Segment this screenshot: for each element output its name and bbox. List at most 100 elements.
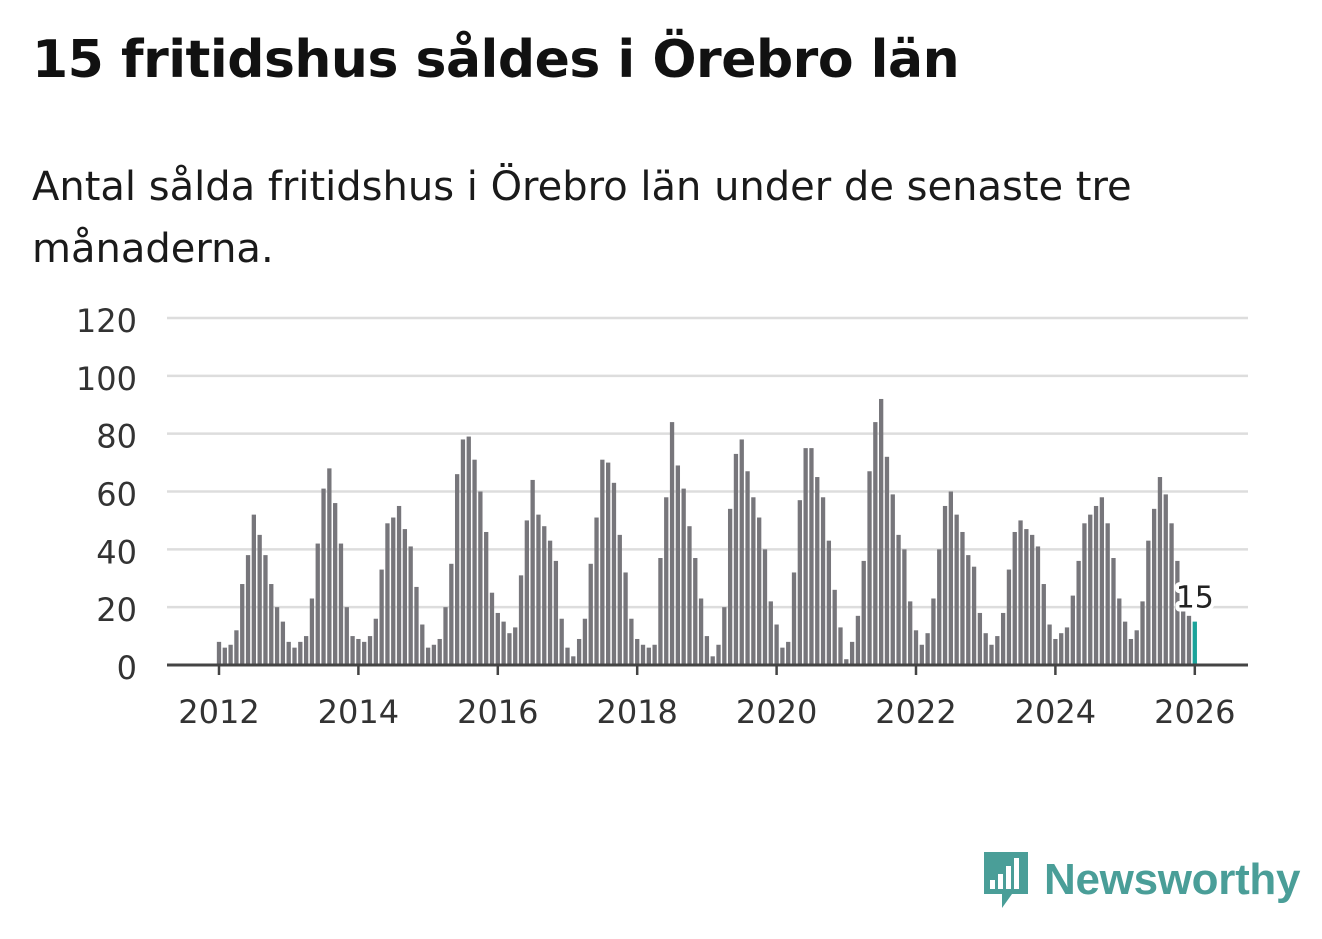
grid-lines (167, 316, 1248, 609)
bar (513, 627, 518, 665)
bar (1006, 569, 1012, 665)
y-tick-label: 100 (76, 360, 137, 398)
bar (1157, 477, 1163, 665)
bar (687, 526, 692, 665)
bar (547, 540, 553, 665)
bar (757, 517, 762, 665)
bar (884, 456, 890, 665)
bar (594, 517, 599, 665)
y-tick-label: 80 (96, 418, 137, 456)
bar (960, 531, 965, 665)
bar (966, 555, 971, 665)
bar (333, 503, 338, 665)
bar (1012, 531, 1017, 665)
bar (559, 618, 564, 665)
bar (646, 647, 651, 665)
x-tick-label: 2020 (736, 693, 817, 731)
bar (768, 601, 773, 665)
bar (925, 633, 930, 665)
y-axis-tick-labels: 0 20 40 60 80 100 120 (76, 302, 137, 687)
bar (1186, 615, 1192, 665)
bar (1018, 520, 1023, 665)
bar (995, 636, 1000, 665)
bar (576, 638, 582, 665)
bar (1082, 523, 1087, 665)
bar (826, 540, 832, 665)
bar (849, 641, 855, 665)
bar (989, 644, 994, 665)
bar (774, 624, 779, 665)
highlight-label-halo: 15 (1176, 581, 1214, 616)
bar (954, 514, 959, 665)
bar (216, 641, 222, 665)
bar (896, 534, 901, 665)
bar (338, 543, 344, 665)
bar (640, 644, 646, 665)
bar (292, 647, 297, 665)
bar (240, 584, 245, 665)
bar (664, 497, 669, 665)
bar (1064, 627, 1070, 665)
bar (344, 607, 349, 665)
bar (269, 584, 274, 665)
bar (280, 621, 286, 665)
bar (722, 607, 727, 665)
bar (1140, 601, 1145, 665)
bar (1088, 514, 1093, 665)
bar (879, 398, 884, 665)
bar (652, 644, 657, 665)
y-tick-label: 120 (76, 302, 137, 340)
x-tick-label: 2022 (875, 693, 956, 731)
bar (733, 453, 739, 665)
bar (1024, 529, 1029, 665)
bar (234, 630, 239, 665)
bar (385, 523, 390, 665)
bar (303, 636, 309, 665)
bar (751, 497, 756, 665)
bar (1122, 621, 1128, 665)
x-tick-label: 2014 (318, 693, 399, 731)
bar (1151, 508, 1157, 665)
bar (571, 656, 576, 665)
bar (588, 563, 593, 665)
bar (873, 422, 878, 665)
bar (373, 618, 378, 665)
bar (698, 598, 704, 665)
bar (437, 638, 442, 665)
bar (815, 477, 820, 665)
bar (739, 439, 744, 665)
bar (489, 592, 495, 665)
bar (855, 615, 861, 665)
bar (472, 459, 477, 665)
bar (553, 560, 559, 665)
bar (1047, 624, 1052, 665)
bar (327, 468, 332, 665)
bar (1035, 546, 1041, 665)
bar (971, 566, 977, 665)
x-tick-label: 2024 (1015, 693, 1096, 731)
bar (716, 644, 721, 665)
bar (1093, 505, 1099, 665)
x-tick-label: 2012 (178, 693, 259, 731)
bar (600, 459, 605, 665)
bar (617, 534, 622, 665)
bar (791, 572, 797, 665)
bar (861, 560, 866, 665)
bar (501, 621, 506, 665)
bar (431, 644, 437, 665)
bar (582, 618, 588, 665)
bar (309, 598, 315, 665)
bar (844, 659, 849, 665)
bar (727, 508, 733, 665)
bar (1041, 584, 1046, 665)
bar (710, 656, 715, 665)
bar (977, 612, 983, 665)
bar (669, 422, 675, 665)
bar (786, 641, 791, 665)
bar (675, 465, 681, 665)
bar (1105, 523, 1110, 665)
bar (1128, 638, 1134, 665)
bar (867, 471, 872, 665)
bar (919, 644, 924, 665)
bar (1000, 612, 1006, 665)
